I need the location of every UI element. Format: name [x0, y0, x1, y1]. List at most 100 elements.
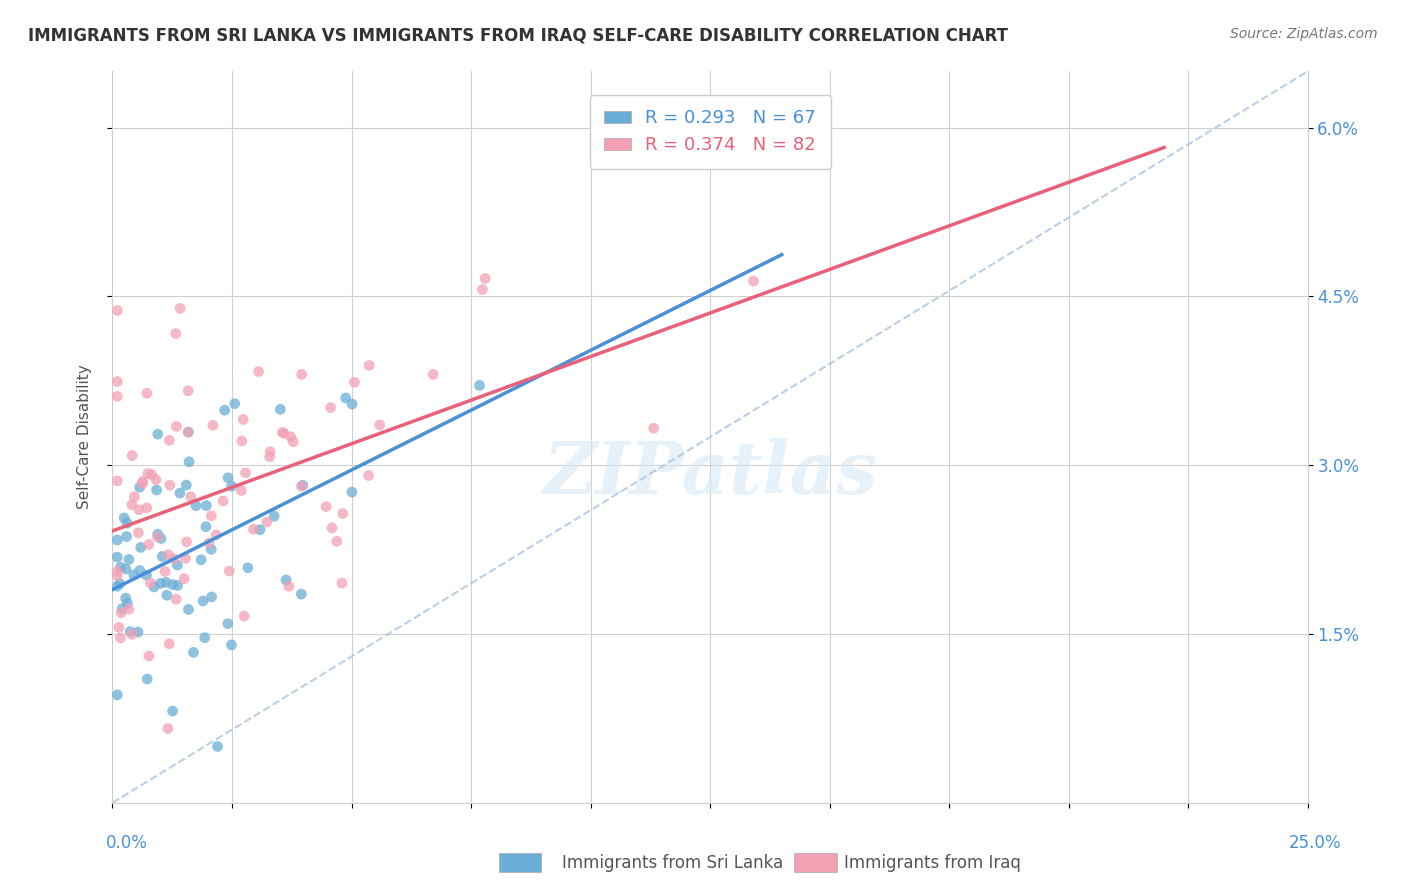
Point	[150, 532, 173, 546]
Point	[121, 449, 143, 463]
Point	[357, 468, 380, 483]
Point	[217, 471, 239, 485]
Point	[176, 534, 198, 549]
Point	[335, 391, 357, 405]
Point	[115, 516, 138, 530]
Point	[105, 389, 128, 403]
Point	[149, 576, 172, 591]
Point	[159, 478, 181, 492]
Text: 0.0%: 0.0%	[105, 834, 148, 852]
Point	[163, 551, 186, 566]
Point	[177, 384, 200, 398]
Point	[105, 688, 128, 702]
Point	[195, 499, 218, 513]
Point	[291, 478, 314, 492]
Point	[121, 498, 143, 512]
Text: Immigrants from Iraq: Immigrants from Iraq	[844, 854, 1021, 871]
Point	[105, 474, 128, 488]
Point	[198, 536, 221, 550]
Point	[194, 520, 217, 534]
Point	[157, 548, 180, 562]
Point	[343, 376, 366, 390]
Point	[117, 596, 139, 610]
Point	[218, 564, 240, 578]
Point	[201, 418, 224, 433]
Point	[259, 444, 281, 458]
Text: Source: ZipAtlas.com: Source: ZipAtlas.com	[1230, 27, 1378, 41]
Point	[221, 479, 243, 493]
Point	[330, 576, 353, 591]
Point	[368, 417, 391, 432]
Point	[290, 479, 312, 493]
Point	[290, 587, 312, 601]
Point	[105, 375, 128, 389]
Point	[169, 486, 191, 500]
Point	[474, 271, 496, 285]
Point	[153, 565, 176, 579]
Y-axis label: Self-Care Disability: Self-Care Disability	[77, 365, 91, 509]
Point	[146, 530, 169, 544]
Point	[105, 533, 128, 547]
Point	[132, 475, 155, 489]
Point	[184, 499, 207, 513]
Point	[249, 523, 271, 537]
Point	[127, 525, 149, 540]
Point	[247, 364, 270, 378]
Point	[259, 450, 281, 464]
Point	[155, 575, 177, 590]
Point	[319, 401, 342, 415]
Point	[156, 722, 179, 736]
Point	[128, 502, 150, 516]
Point	[105, 564, 128, 578]
Point	[174, 478, 197, 492]
Point	[162, 577, 184, 591]
Point	[157, 434, 180, 448]
Point	[340, 485, 363, 500]
Point	[231, 483, 253, 498]
Point	[214, 403, 236, 417]
Point	[136, 467, 159, 481]
Point	[183, 645, 205, 659]
Point	[138, 537, 160, 551]
Point	[128, 564, 150, 578]
Point	[205, 528, 228, 542]
Point	[111, 601, 134, 615]
Point	[110, 560, 132, 574]
Point	[277, 579, 299, 593]
Point	[280, 430, 302, 444]
Point	[127, 625, 149, 640]
Text: IMMIGRANTS FROM SRI LANKA VS IMMIGRANTS FROM IRAQ SELF-CARE DISABILITY CORRELATI: IMMIGRANTS FROM SRI LANKA VS IMMIGRANTS …	[28, 27, 1008, 45]
Point	[177, 602, 200, 616]
Point	[138, 648, 160, 663]
Point	[269, 402, 291, 417]
Point	[129, 541, 152, 555]
Point	[174, 551, 197, 566]
Point	[162, 704, 184, 718]
Point	[256, 515, 278, 529]
Point	[146, 527, 169, 541]
Point	[207, 739, 229, 754]
Point	[221, 638, 243, 652]
Point	[146, 427, 169, 442]
Point	[169, 301, 191, 316]
Point	[108, 576, 131, 591]
Point	[177, 425, 200, 439]
Point	[177, 425, 200, 439]
Point	[217, 616, 239, 631]
Point	[135, 500, 157, 515]
Point	[274, 573, 297, 587]
Point	[200, 590, 222, 604]
Point	[107, 303, 129, 318]
Point	[232, 412, 254, 426]
Point	[157, 637, 180, 651]
Point	[468, 378, 491, 392]
Point	[242, 522, 264, 536]
Point	[145, 483, 167, 497]
Point	[177, 455, 200, 469]
Point	[340, 397, 363, 411]
Point	[471, 283, 494, 297]
Point	[235, 466, 257, 480]
Text: 25.0%: 25.0%	[1288, 834, 1341, 852]
Point	[291, 368, 314, 382]
Point	[173, 572, 195, 586]
